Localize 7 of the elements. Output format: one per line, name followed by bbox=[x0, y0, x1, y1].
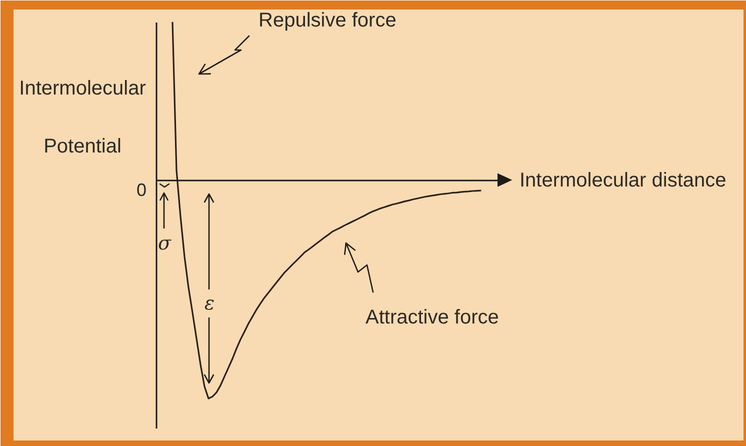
annotation: σ bbox=[158, 232, 172, 254]
annotation: Repulsive force bbox=[258, 10, 396, 32]
annotation: Attractive force bbox=[366, 306, 499, 328]
x-axis-title: Intermolecular distance bbox=[520, 170, 726, 192]
text: Intermolecular Potential bbox=[19, 78, 146, 158]
text: 0 bbox=[136, 180, 147, 200]
annotation: ε bbox=[204, 292, 215, 314]
